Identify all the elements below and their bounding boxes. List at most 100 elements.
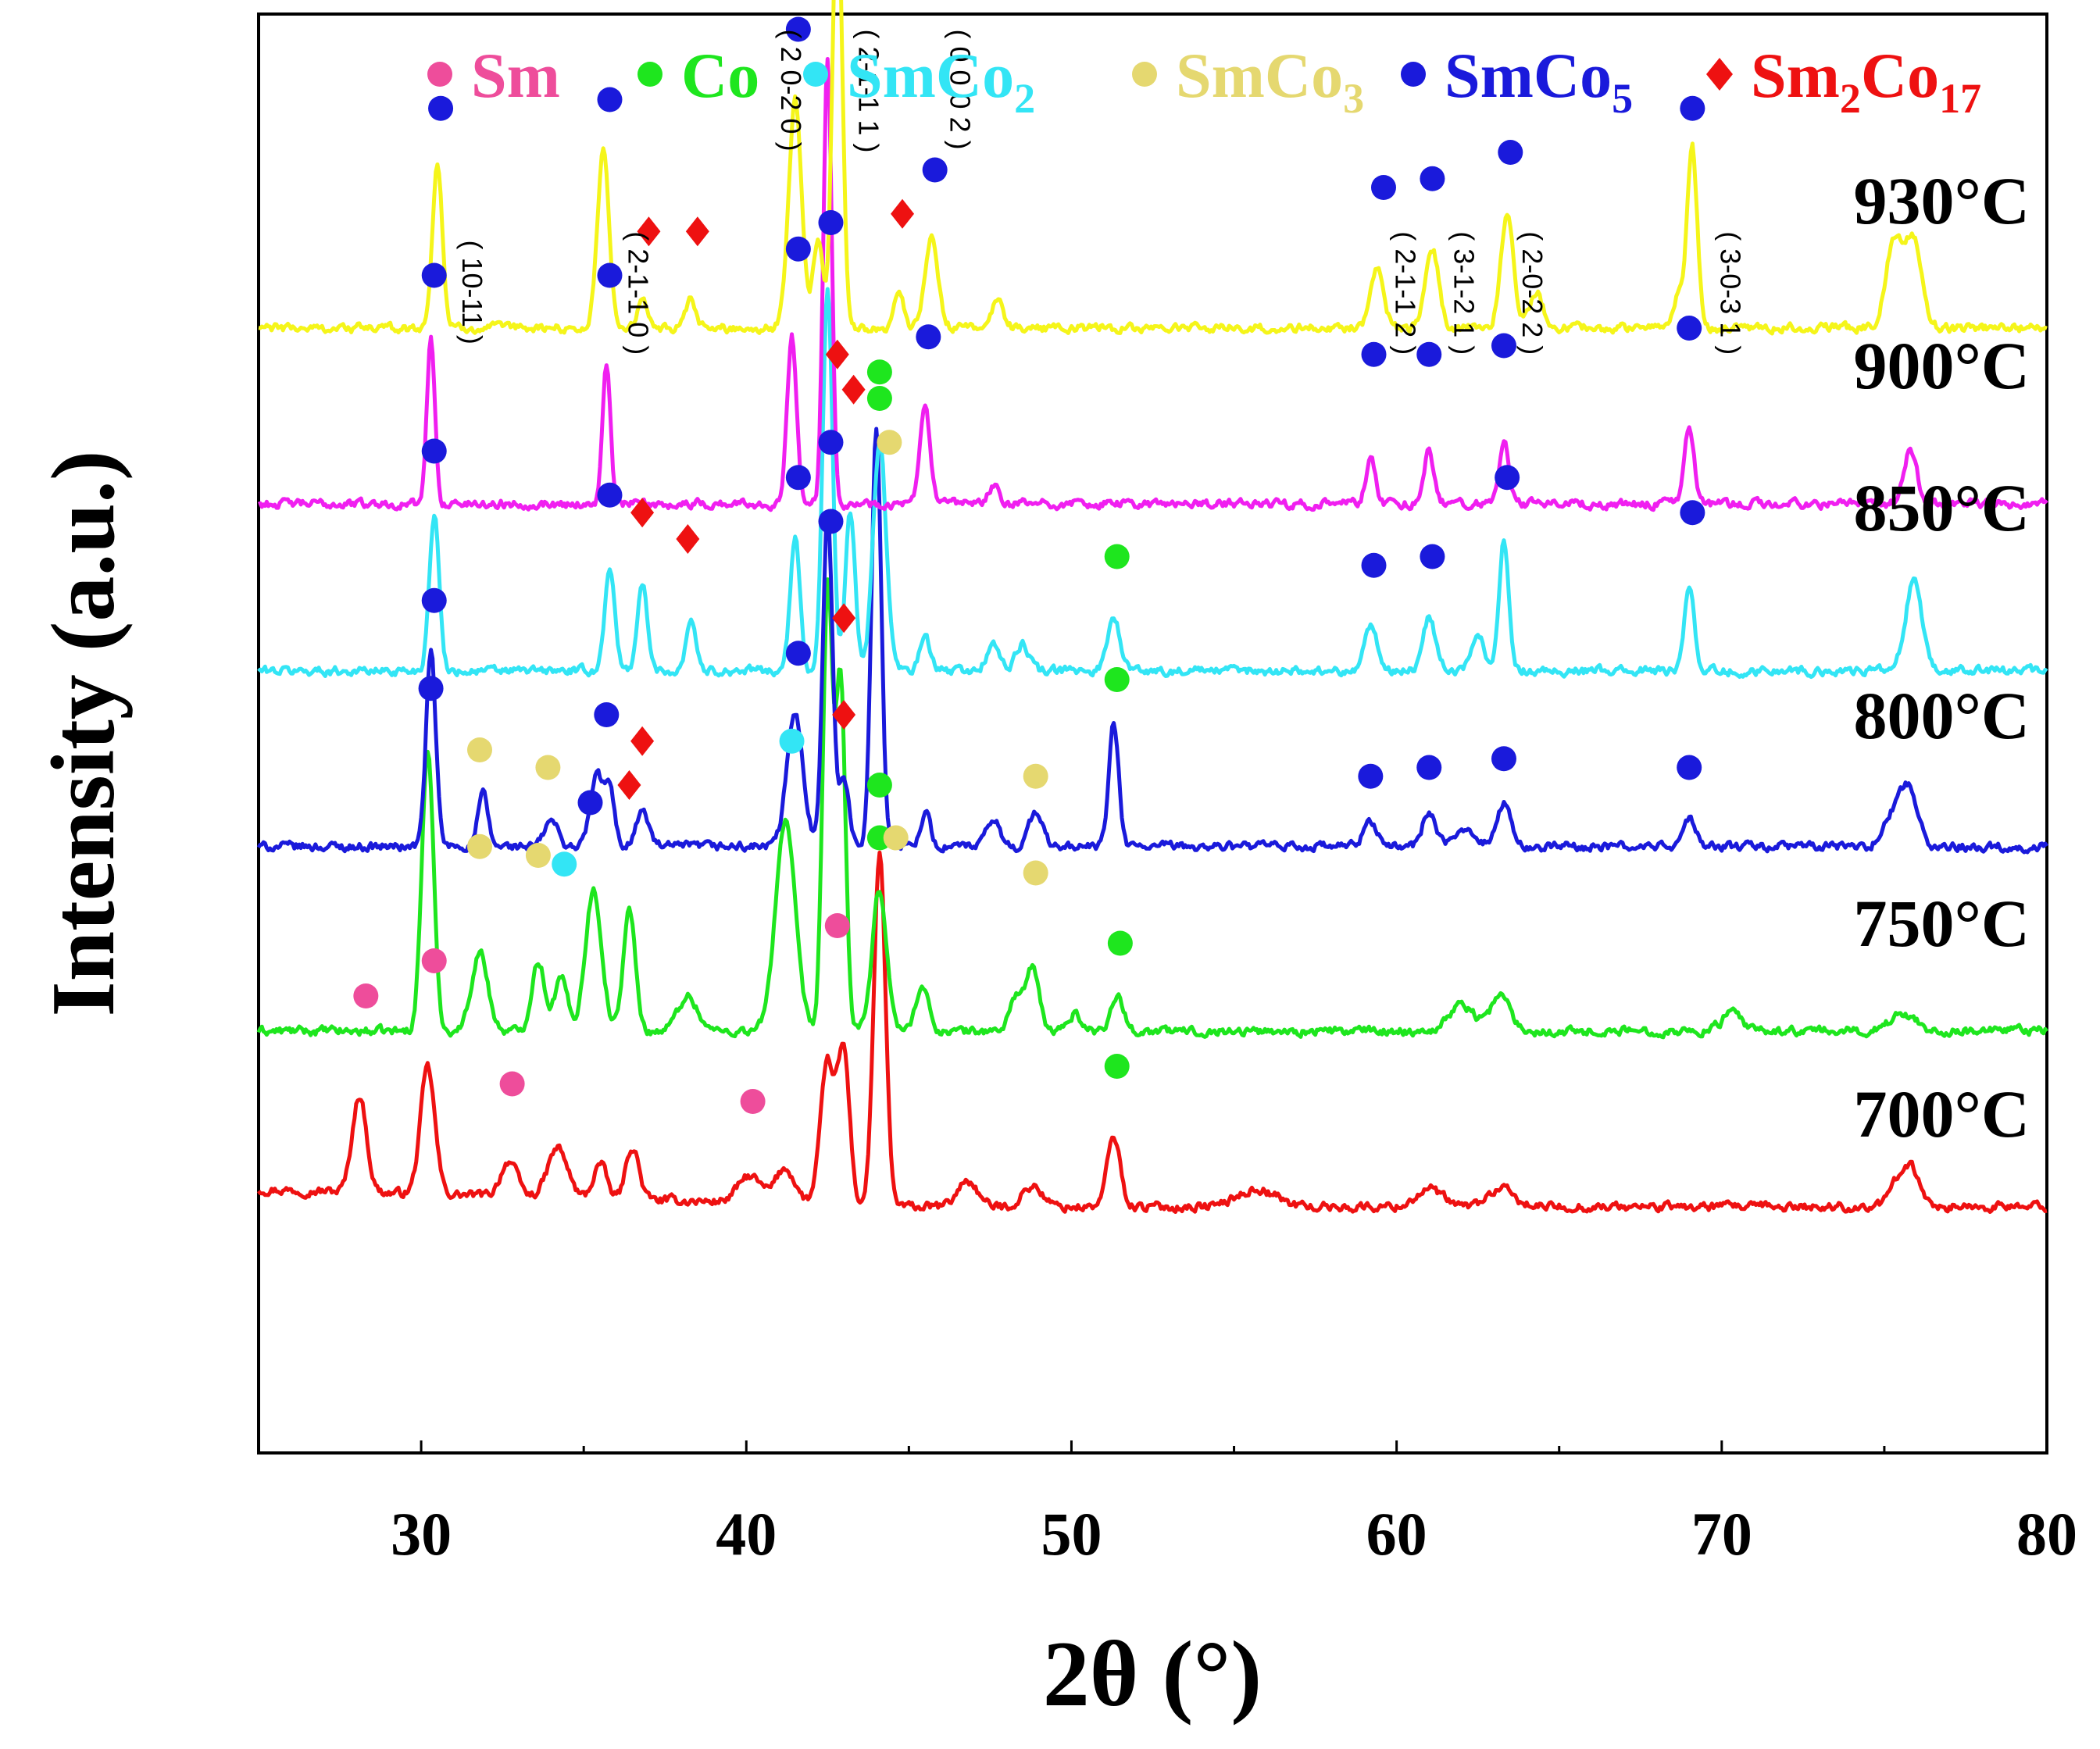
marker-SmCo5 [785,641,811,666]
temperature-label: 850°C [1854,470,2030,545]
marker-SmCo5 [785,465,811,491]
legend-marker-SmCo3 [1132,62,1157,87]
miller-index-label: ( 0 0 0 2 ) [944,30,976,150]
marker-SmCo3 [883,825,909,851]
marker-Sm [499,1071,525,1097]
marker-Sm2Co17 [630,726,655,756]
legend-label-SmCo3: SmCo3 [1176,40,1364,122]
marker-SmCo5 [1498,140,1523,165]
marker-SmCo5 [1361,552,1387,578]
marker-SmCo5 [421,262,447,288]
temperature-label: 750°C [1854,886,2030,961]
marker-SmCo5 [597,262,623,288]
marker-SmCo5 [1677,316,1702,341]
marker-SmCo5 [1361,341,1387,367]
miller-index-label: ( 10-11 ) [456,241,488,344]
marker-SmCo3 [535,755,561,780]
y-axis-label: Intensity (a.u.) [34,450,134,1016]
miller-index-label: ( 2-1-1 2 ) [1389,231,1421,355]
marker-Sm2Co17 [832,603,856,634]
marker-SmCo3 [467,833,493,859]
temperature-labels: 700°C 750°C 800°C 850°C 900°C 930°C [1854,163,2030,1151]
marker-SmCo5 [597,482,623,508]
marker-SmCo5 [1358,763,1384,789]
miller-index-label: ( 2-0-2 2 ) [1516,231,1548,355]
marker-Sm2Co17 [825,339,849,369]
series-line [256,577,2049,1040]
marker-SmCo5 [1491,746,1516,772]
marker-Co [866,359,892,385]
marker-Sm [824,913,850,938]
marker-Co [1104,667,1130,692]
miller-index-labels: ( 10-11 ) ( 2-1-1 0 ) ( 2 0-2 0 ) ( 2-1-1 1… [456,30,1747,355]
x-tick-label: 40 [716,1500,777,1568]
series-line [257,287,2048,680]
miller-index-label: ( 2-1-1 0 ) [622,231,654,355]
legend-marker-Sm [427,62,452,87]
marker-Sm2Co17 [637,216,661,247]
marker-SmCo3 [1023,860,1048,886]
marker-SmCo5 [1491,333,1516,359]
marker-SmCo5 [1680,500,1705,526]
marker-SmCo5 [1416,755,1442,780]
marker-SmCo5 [916,324,941,350]
marker-SmCo5 [1420,166,1445,191]
marker-Co [866,386,892,411]
marker-SmCo5 [818,210,844,235]
marker-SmCo5 [597,87,623,112]
x-tick-label: 80 [2016,1500,2077,1568]
x-tick-label: 60 [1366,1500,1427,1568]
series-line [257,57,2048,512]
marker-SmCo5 [922,157,948,183]
marker-Sm2Co17 [891,198,915,229]
marker-SmCo5 [818,430,844,455]
marker-SmCo5 [418,676,444,701]
marker-SmCo5 [1416,341,1442,367]
marker-Sm2Co17 [685,216,709,247]
series-line [256,850,2048,1214]
miller-index-label: ( 3-1-2 1 ) [1448,231,1480,355]
marker-SmCo2 [779,728,805,754]
marker-Co [1107,930,1133,956]
legend-label-SmCo2: SmCo2 [847,40,1035,122]
x-ticks: 30 40 50 60 70 80 [257,1440,2077,1568]
marker-SmCo3 [467,737,493,762]
x-axis-label: 2θ (°) [1043,1622,1262,1726]
marker-SmCo5 [1495,465,1520,491]
miller-index-label: ( 2 0-2 0 ) [775,30,807,152]
marker-SmCo5 [594,702,620,727]
series-group [256,0,2049,1214]
legend-label-Co: Co [681,40,759,111]
marker-Sm [353,983,379,1008]
legend-label-SmCo5: SmCo5 [1445,40,1633,122]
marker-Co [866,773,892,798]
series-line [258,0,2048,336]
legend-label-Sm2Co17: Sm2Co17 [1751,40,1981,122]
x-tick-label: 50 [1041,1500,1102,1568]
marker-Sm2Co17 [841,374,866,405]
marker-Sm2Co17 [832,700,856,730]
marker-Sm2Co17 [617,770,641,800]
legend-marker-SmCo2 [803,62,828,87]
legend-marker-Co [638,62,662,87]
plot-frame [257,12,2048,1455]
miller-index-label: ( 3-0-3 1 ) [1715,231,1747,355]
temperature-label: 930°C [1854,163,2030,238]
marker-Sm [740,1089,766,1114]
marker-Sm [421,948,447,973]
marker-SmCo5 [818,509,844,534]
marker-Co [1104,1054,1130,1079]
marker-Co [1104,544,1130,569]
marker-SmCo5 [1680,95,1705,121]
miller-index-label: ( 2-1-1 1 ) [853,30,885,153]
marker-SmCo5 [577,790,603,816]
legend-marker-Sm2Co17 [1706,58,1733,91]
marker-SmCo3 [877,430,902,455]
marker-SmCo3 [1023,763,1048,789]
phase-markers [353,16,1705,1114]
series-line [256,427,2049,855]
marker-Sm2Co17 [630,498,655,528]
marker-SmCo5 [785,16,811,42]
legend-label-Sm: Sm [471,40,560,111]
marker-SmCo5 [1677,755,1702,780]
